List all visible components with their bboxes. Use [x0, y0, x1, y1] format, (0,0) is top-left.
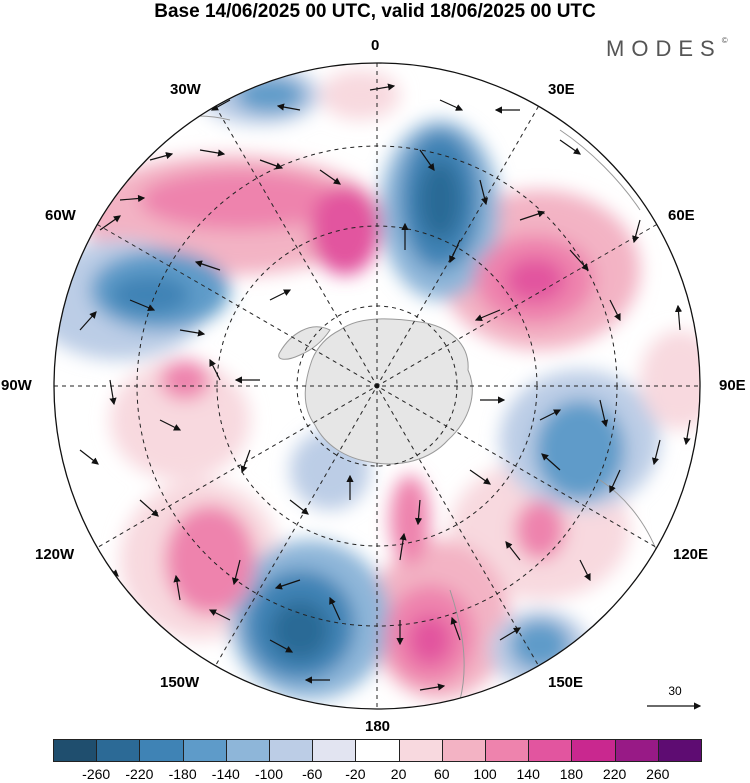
wind-vectors	[79, 83, 691, 691]
lon-label-120w: 120W	[35, 546, 75, 563]
colorbar-segment	[53, 739, 98, 762]
colorbar-segment	[225, 739, 270, 762]
colorbar-tick-label: -20	[345, 766, 366, 782]
anomaly-field	[54, 63, 700, 709]
lon-label-180: 180	[365, 718, 391, 735]
colorbar-segment	[441, 739, 486, 762]
colorbar-tick-label: -140	[211, 766, 240, 782]
colorbar-segment	[614, 739, 659, 762]
colorbar-segment	[312, 739, 357, 762]
lon-label-150w: 150W	[160, 674, 200, 691]
colorbar-tick-label: -100	[254, 766, 284, 782]
brand-name: MODES	[606, 36, 722, 61]
south-pole-marker	[374, 383, 380, 389]
lon-label-90w: 90W	[1, 377, 32, 394]
colorbar-segment	[182, 739, 227, 762]
lon-label-60e: 60E	[668, 207, 695, 224]
colorbar-segment	[485, 739, 530, 762]
lon-label-60w: 60W	[45, 207, 76, 224]
colorbar-segment	[528, 739, 573, 762]
brand-logo: MODES©	[606, 36, 728, 62]
colorbar-tick-label: 60	[434, 766, 450, 782]
colorbar-tick-label: 20	[390, 766, 407, 782]
map-title: Base 14/06/2025 00 UTC, valid 18/06/2025…	[154, 1, 596, 22]
colorbar-segment	[657, 739, 702, 762]
colorbar	[53, 739, 702, 762]
colorbar-segment	[355, 739, 400, 762]
lon-label-120e: 120E	[673, 546, 709, 563]
antarctica-landmass	[304, 318, 473, 465]
colorbar-tick-label: 140	[516, 766, 540, 782]
lon-label-90e: 90E	[719, 377, 746, 394]
colorbar-segment	[269, 739, 314, 762]
brand-mark: ©	[721, 36, 728, 45]
colorbar-tick-label: -260	[82, 766, 111, 782]
lon-label-150e: 150E	[548, 674, 584, 691]
colorbar-tick-label: -220	[125, 766, 154, 782]
lon-label-30e: 30E	[548, 81, 575, 98]
colorbar-segment	[96, 739, 141, 762]
colorbar-tick-label: -60	[302, 766, 323, 782]
map-boundary	[53, 62, 701, 710]
lon-label-0: 0	[371, 37, 380, 54]
colorbar-tick-label: 180	[559, 766, 584, 782]
lon-label-30w: 30W	[170, 81, 201, 98]
colorbar-segment	[398, 739, 443, 762]
colorbar-tick-label: 220	[602, 766, 627, 782]
colorbar-tick-label: 260	[646, 766, 670, 782]
colorbar-segment	[139, 739, 184, 762]
colorbar-tick-label: 100	[473, 766, 497, 782]
reference-vector-label: 30	[668, 684, 682, 698]
colorbar-segment	[571, 739, 616, 762]
colorbar-tick-label: -180	[168, 766, 197, 782]
